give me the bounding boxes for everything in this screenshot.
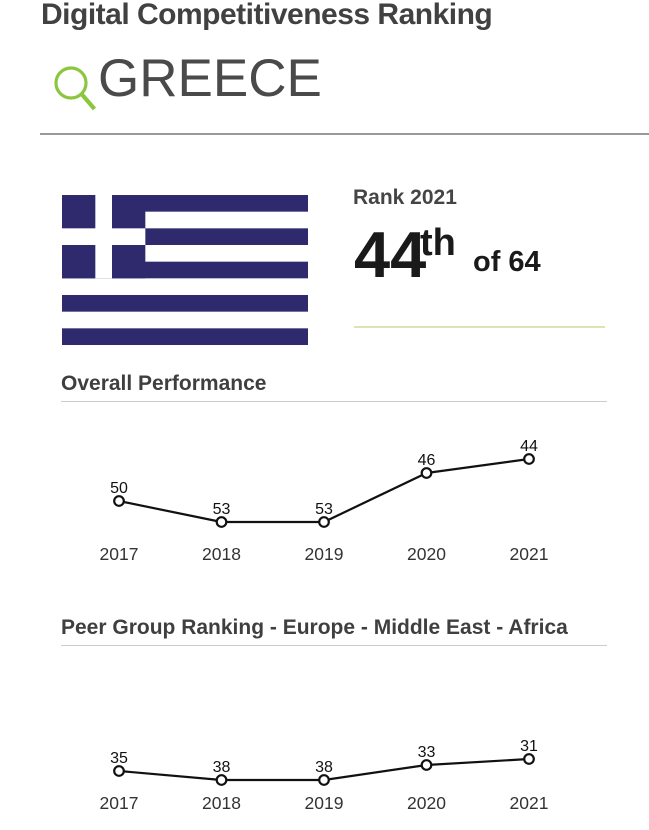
search-icon-handle	[80, 93, 97, 111]
value-label: 38	[213, 759, 231, 776]
data-point-2018	[215, 516, 228, 528]
data-point-2020	[420, 467, 433, 479]
section-divider	[61, 401, 607, 402]
data-point-2020	[420, 759, 433, 771]
search-icon-lens	[54, 66, 88, 100]
page-title: Digital Competitiveness Ranking	[41, 0, 493, 31]
greece-flag	[62, 195, 308, 345]
value-label: 31	[520, 738, 538, 755]
rank-total: of 64	[473, 246, 541, 278]
year-tick-label: 2021	[510, 793, 549, 813]
rank-value: 44	[354, 218, 427, 291]
section-heading-peer-group: Peer Group Ranking - Europe - Middle Eas…	[61, 616, 568, 639]
data-point-2017	[113, 765, 125, 777]
year-tick-label: 2020	[407, 544, 446, 564]
year-tick-label: 2018	[202, 544, 241, 564]
year-tick-label: 2017	[100, 544, 139, 564]
section-heading-overall-performance: Overall Performance	[61, 372, 267, 395]
data-point-2017	[113, 495, 125, 507]
year-tick-label: 2019	[305, 793, 344, 813]
search-icon[interactable]	[50, 62, 100, 114]
overall-performance-chart: 50 53 53 46 44 2017 2018 2019 2020 2021	[100, 438, 549, 564]
value-label: 50	[110, 480, 128, 497]
data-point-2019	[318, 774, 330, 786]
section-divider	[61, 645, 607, 646]
value-label: 35	[110, 750, 128, 767]
data-point-2019	[318, 516, 330, 528]
value-label: 53	[315, 501, 333, 518]
year-tick-label: 2020	[407, 793, 446, 813]
rank-panel-divider	[354, 326, 605, 328]
year-tick-label: 2019	[305, 544, 344, 564]
rank-year-label: Rank 2021	[353, 186, 457, 209]
data-point-2018	[215, 774, 228, 786]
year-tick-label: 2017	[100, 793, 139, 813]
peer-group-ranking-chart: 35 38 38 33 31 2017 2018 2019 2020 2021	[100, 738, 549, 813]
value-label: 53	[213, 501, 231, 518]
value-label: 46	[418, 452, 436, 469]
value-label: 33	[418, 744, 436, 761]
data-point-2021	[523, 453, 535, 465]
rank-ordinal-suffix: th	[420, 222, 456, 264]
country-search-value[interactable]: GREECE	[98, 49, 322, 108]
value-label: 44	[520, 438, 538, 455]
value-label: 38	[315, 759, 333, 776]
year-tick-label: 2021	[510, 544, 549, 564]
data-point-2021	[523, 753, 535, 765]
header-divider	[40, 133, 649, 135]
year-tick-label: 2018	[202, 793, 241, 813]
